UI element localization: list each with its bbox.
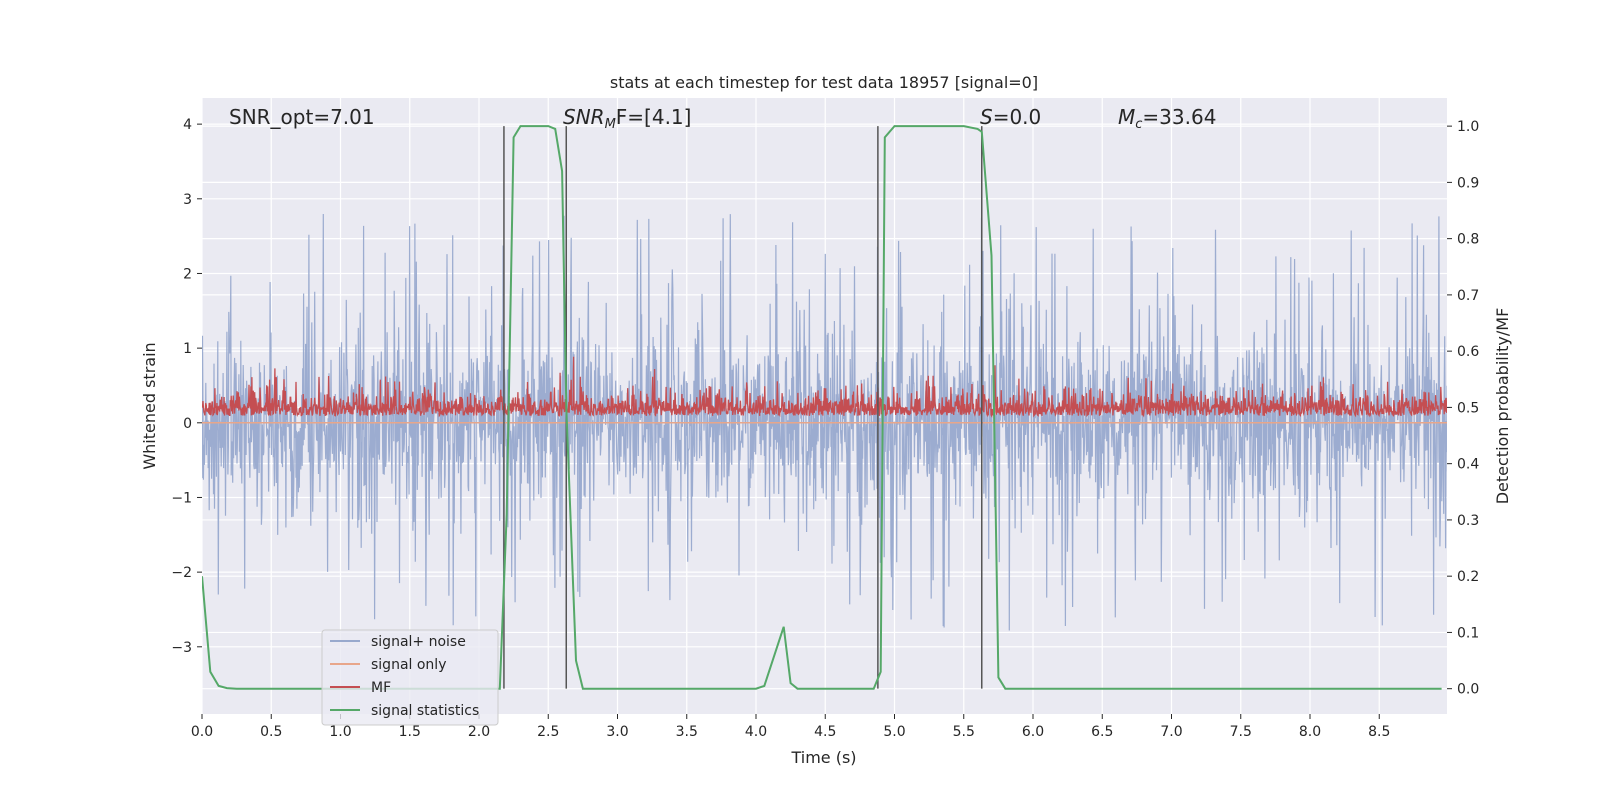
annotation-snr-mf: SNRMF=[4.1] (563, 105, 691, 132)
y2-tick-label: 0.6 (1457, 344, 1479, 360)
annotation-mc: Mc=33.64 (1118, 105, 1216, 132)
x-tick-label: 2.0 (468, 724, 490, 740)
x-tick-label: 3.5 (676, 724, 698, 740)
x-axis-ticks: 0.0 0.5 1.0 1.5 2.0 2.5 3.0 3.5 4.0 4.5 5.0 5.5 6.0 6… (191, 714, 1390, 740)
y2-tick-label: 0.9 (1457, 175, 1479, 191)
x-tick-label: 3.0 (606, 724, 628, 740)
x-tick-label: 6.5 (1091, 724, 1113, 740)
x-tick-label: 5.5 (953, 724, 975, 740)
x-tick-label: 0.5 (260, 724, 282, 740)
y2-tick-label: 0.8 (1457, 232, 1479, 248)
y-tick-label: 0 (183, 416, 192, 432)
x-tick-label: 5.0 (883, 724, 905, 740)
y-axis-label: Whitened strain (140, 342, 159, 469)
x-tick-label: 1.5 (399, 724, 421, 740)
legend-label-signal-statistics: signal statistics (371, 703, 479, 719)
legend-label-signal-noise: signal+ noise (371, 634, 466, 650)
y2-tick-label: 0.2 (1457, 569, 1479, 585)
y2-tick-label: 1.0 (1457, 119, 1479, 135)
x-tick-label: 4.0 (745, 724, 767, 740)
y-tick-label: 3 (183, 192, 192, 208)
y2-tick-label: 0.5 (1457, 400, 1479, 416)
series-mf (202, 356, 1447, 419)
series-signal-noise (202, 213, 1447, 631)
y2-axis-label: Detection probability/MF (1493, 308, 1512, 505)
annotation-s: S=0.0 (980, 105, 1041, 129)
x-axis-label: Time (s) (790, 748, 856, 767)
legend-box (321, 629, 499, 726)
x-tick-label: 4.5 (814, 724, 836, 740)
y2-tick-label: 0.3 (1457, 513, 1479, 529)
x-tick-label: 0.0 (191, 724, 213, 740)
y2-tick-label: 0.1 (1457, 625, 1479, 641)
y-tick-label: 4 (183, 117, 192, 133)
y-axis-ticks: −3 −2 −1 0 1 2 3 4 (171, 117, 202, 656)
y-tick-label: 2 (183, 266, 192, 282)
x-tick-label: 6.0 (1022, 724, 1044, 740)
legend-label-mf: MF (371, 680, 391, 696)
y-tick-label: −3 (171, 640, 192, 656)
y2-tick-label: 0.4 (1457, 457, 1479, 473)
y-tick-label: 1 (183, 341, 192, 357)
chart-title: stats at each timestep for test data 189… (610, 73, 1038, 92)
legend-label-signal-only: signal only (371, 657, 446, 673)
x-tick-label: 1.0 (329, 724, 351, 740)
x-tick-label: 2.5 (537, 724, 559, 740)
x-tick-label: 8.0 (1299, 724, 1321, 740)
y-tick-label: −1 (171, 490, 192, 506)
y2-tick-label: 0.0 (1457, 682, 1479, 698)
x-tick-label: 7.5 (1230, 724, 1252, 740)
y2-axis-ticks: 0.0 0.1 0.2 0.3 0.4 0.5 0.6 0.7 0.8 0.9 1.0 (1447, 119, 1479, 698)
y-tick-label: −2 (171, 565, 192, 581)
annotation-snr-opt: SNR_opt=7.01 (229, 105, 375, 129)
x-tick-label: 7.0 (1160, 724, 1182, 740)
legend: signal+ noise signal only MF signal stat… (321, 629, 499, 726)
x-tick-label: 8.5 (1368, 724, 1390, 740)
y2-tick-label: 0.7 (1457, 288, 1479, 304)
